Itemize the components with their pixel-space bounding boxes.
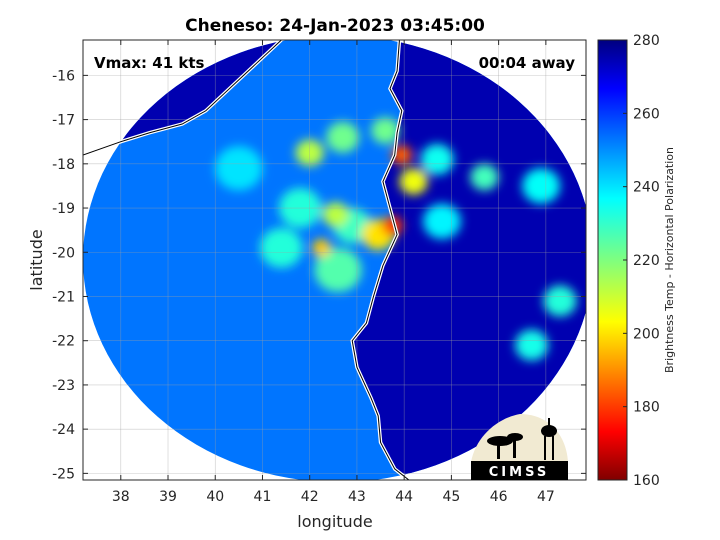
- colorbar-tick-label: 280: [633, 33, 660, 49]
- coastline-0: [351, 40, 410, 480]
- x-axis-label: longitude: [297, 512, 372, 531]
- colorbar-tick-label: 160: [633, 473, 660, 489]
- x-tick-label: 39: [159, 489, 177, 505]
- y-axis-ticks: -16 -17 -18 -19 -20 -21 -22 -23 -24 -25: [52, 68, 586, 482]
- y-tick-label: -18: [52, 157, 75, 173]
- y-tick-label: -25: [52, 466, 75, 482]
- x-tick-label: 46: [490, 489, 508, 505]
- colorbar-label: Brightness Temp - Horizontal Polarizatio…: [663, 147, 676, 373]
- convection-cell-11: [326, 121, 360, 153]
- y-tick-label: -19: [52, 201, 75, 217]
- y-tick-label: -20: [52, 245, 75, 261]
- y-tick-label: -17: [52, 113, 75, 129]
- swath-image: [83, 40, 586, 480]
- x-tick-label: 43: [348, 489, 366, 505]
- water-tower-icon: [541, 418, 557, 460]
- convection-cell-7: [543, 285, 577, 317]
- x-tick-label: 40: [206, 489, 224, 505]
- x-tick-label: 47: [537, 489, 555, 505]
- vmax-annotation: Vmax: 41 kts: [94, 54, 204, 72]
- satellite-dish-icon: [487, 433, 523, 459]
- cimss-logo: CIMSS: [471, 414, 568, 480]
- coastlines: [83, 40, 410, 480]
- plot-frame: [82, 39, 587, 481]
- chart-title: Cheneso: 24-Jan-2023 03:45:00: [185, 16, 485, 36]
- x-tick-label: 44: [395, 489, 413, 505]
- colorbar: [597, 39, 628, 481]
- y-tick-label: -16: [52, 68, 75, 84]
- colorbar-tick-label: 220: [633, 253, 660, 269]
- x-axis-ticks: 38 39 40 41 42 43 44 45 46 47: [112, 40, 555, 505]
- colorbar-tick-label: 180: [633, 400, 660, 416]
- y-tick-label: -22: [52, 334, 75, 350]
- convection-cell-1: [423, 203, 461, 239]
- logo-text: CIMSS: [489, 465, 549, 480]
- coastline-1: [83, 40, 282, 156]
- colorbar-tick-label: 200: [633, 326, 660, 342]
- convection-cell-10: [314, 247, 362, 293]
- convection-cell-9: [470, 163, 499, 191]
- y-tick-label: -24: [52, 422, 75, 438]
- logo-banner: [471, 461, 568, 480]
- convection-cell-4: [515, 329, 549, 361]
- convection-cell-2: [522, 168, 561, 204]
- convection-cell-15: [399, 168, 428, 195]
- colorbar-tick-label: 240: [633, 180, 660, 196]
- x-tick-label: 42: [301, 489, 319, 505]
- x-tick-label: 38: [112, 489, 130, 505]
- convection-cell-12: [371, 117, 400, 144]
- x-tick-label: 41: [254, 489, 272, 505]
- convection-cell-13: [322, 202, 349, 228]
- convection-cell-0: [215, 146, 263, 191]
- convection-cell-5: [260, 227, 303, 268]
- x-tick-label: 45: [442, 489, 460, 505]
- y-axis-label: latitude: [27, 229, 46, 290]
- colorbar-tick-label: 260: [633, 106, 660, 122]
- y-tick-label: -23: [52, 378, 75, 394]
- time-offset-annotation: 00:04 away: [479, 54, 576, 72]
- y-tick-label: -21: [52, 289, 75, 305]
- colorbar-ticks: 280 260 240 220 200 180 160: [623, 33, 660, 489]
- convection-cell-17: [312, 238, 331, 257]
- convection-cell-3: [420, 143, 454, 175]
